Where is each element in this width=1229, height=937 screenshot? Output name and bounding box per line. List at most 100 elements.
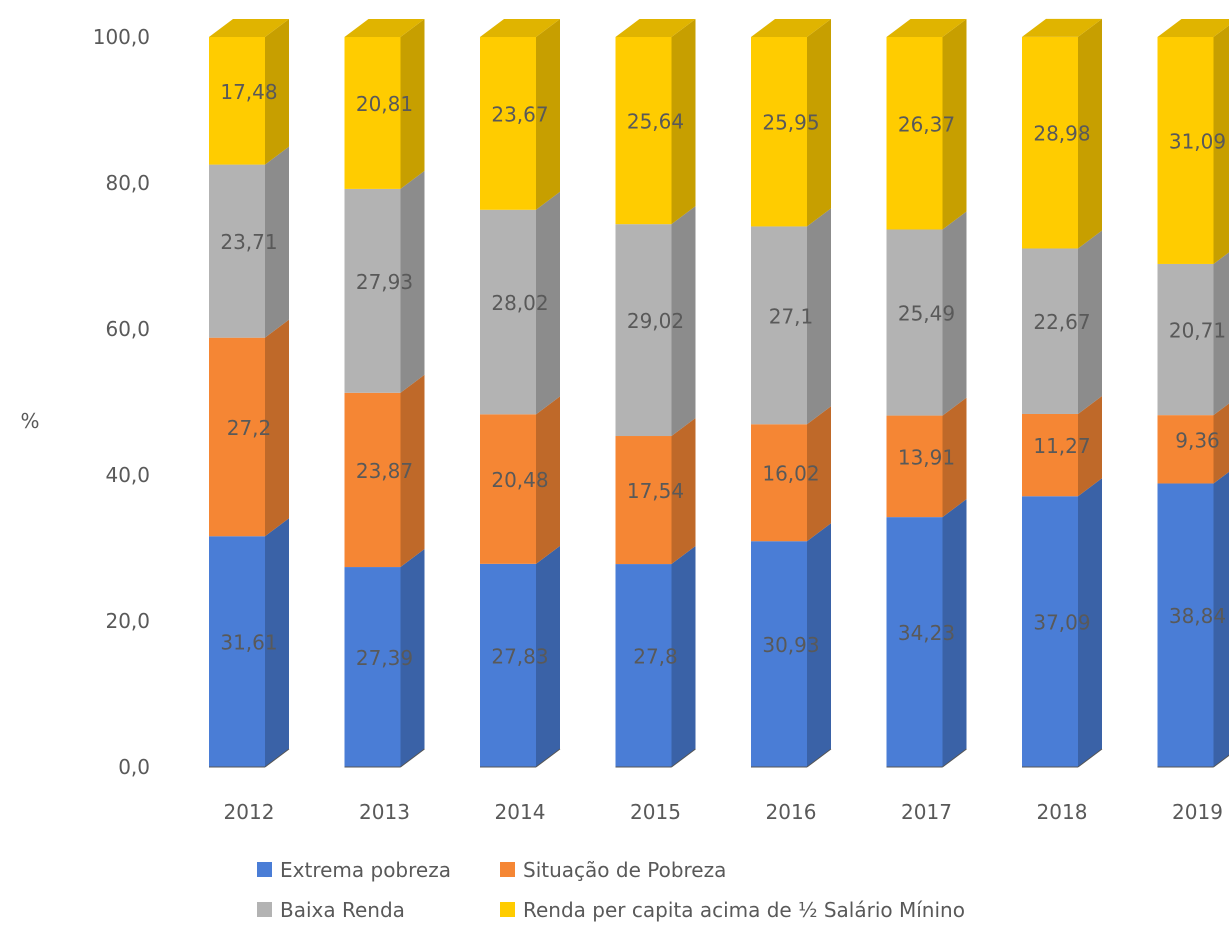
bar-side-renda-per-capita-acima-de-sal-rio-m-nino — [536, 19, 560, 210]
legend-label: Extrema pobreza — [280, 858, 451, 882]
bar-segment-situa-o-de-pobreza — [1022, 413, 1078, 497]
bar-top-face — [615, 19, 696, 37]
data-label: 30,93 — [762, 633, 819, 657]
legend-swatch — [500, 902, 515, 917]
bar-segment-renda-per-capita-acima-de-sal-rio-m-nino — [209, 37, 265, 165]
legend-item: Baixa Renda — [257, 898, 405, 922]
bar-base-edge — [535, 748, 561, 768]
bar-segment-renda-per-capita-acima-de-sal-rio-m-nino — [344, 37, 401, 189]
data-label: 31,61 — [220, 631, 277, 655]
bar-side-extrema-pobreza — [807, 523, 831, 767]
bar-side-situa-o-de-pobreza — [1213, 403, 1229, 484]
x-axis: 2012 2013 2014 2015 2016 2017 2018 2019 — [224, 800, 1223, 824]
x-tick-label: 2018 — [1037, 800, 1088, 824]
y-tick-label: 100,0 — [93, 25, 150, 49]
bar-segment-extrema-pobreza — [1022, 496, 1078, 767]
x-tick-label: 2013 — [359, 800, 410, 824]
data-label: 17,48 — [220, 80, 277, 104]
bar-side-situa-o-de-pobreza — [671, 418, 696, 565]
data-label: 20,81 — [356, 92, 413, 116]
bar-side-extrema-pobreza — [1213, 471, 1229, 767]
bar-side-baixa-renda — [807, 208, 831, 425]
bar-segment-situa-o-de-pobreza — [751, 424, 807, 542]
bar-segment-renda-per-capita-acima-de-sal-rio-m-nino — [751, 37, 807, 227]
data-label: 23,71 — [220, 230, 277, 254]
legend-swatch — [500, 862, 515, 877]
bar-segment-baixa-renda — [480, 209, 536, 415]
bar-segment-renda-per-capita-acima-de-sal-rio-m-nino — [1022, 36, 1078, 249]
bar-segment-renda-per-capita-acima-de-sal-rio-m-nino — [1157, 37, 1214, 264]
bar-top-face — [886, 19, 967, 37]
bar-side-situa-o-de-pobreza — [1078, 395, 1102, 497]
bar-base-edge — [264, 748, 290, 768]
bar-side-extrema-pobreza — [1078, 478, 1102, 767]
bar-segment-situa-o-de-pobreza — [615, 436, 672, 565]
bar-segment-renda-per-capita-acima-de-sal-rio-m-nino — [615, 37, 672, 225]
y-tick-label: 40,0 — [105, 463, 150, 487]
bar-stack-2017 — [886, 19, 967, 768]
bar-segment-extrema-pobreza — [886, 517, 943, 767]
x-tick-label: 2015 — [630, 800, 681, 824]
bar-segment-baixa-renda — [615, 224, 672, 437]
bar-segment-renda-per-capita-acima-de-sal-rio-m-nino — [480, 37, 536, 210]
y-tick-label: 60,0 — [105, 317, 150, 341]
x-tick-label: 2014 — [495, 800, 546, 824]
data-label: 37,09 — [1033, 611, 1090, 635]
bar-side-baixa-renda — [671, 206, 696, 437]
data-label: 38,84 — [1169, 604, 1226, 628]
bar-side-extrema-pobreza — [536, 545, 560, 767]
data-label: 27,39 — [356, 646, 413, 670]
bar-side-extrema-pobreza — [400, 549, 425, 767]
bar-top-face — [1157, 19, 1229, 37]
x-tick-label: 2019 — [1172, 800, 1223, 824]
bar-side-situa-o-de-pobreza — [536, 396, 560, 564]
bar-side-situa-o-de-pobreza — [400, 374, 425, 568]
data-label: 34,23 — [898, 621, 955, 645]
bar-side-baixa-renda — [400, 170, 425, 393]
bar-segment-situa-o-de-pobreza — [209, 337, 265, 537]
bar-side-baixa-renda — [1213, 252, 1229, 416]
data-label: 23,67 — [491, 102, 548, 126]
legend-item: Extrema pobreza — [257, 858, 451, 882]
data-label: 27,93 — [356, 270, 413, 294]
data-label: 27,1 — [769, 304, 814, 328]
legend-label: Renda per capita acima de ½ Salário Míni… — [523, 898, 965, 922]
bar-base-edge — [1077, 748, 1103, 768]
bar-segment-extrema-pobreza — [615, 564, 672, 767]
bar-stack-2019 — [1157, 19, 1229, 768]
data-label: 20,71 — [1169, 319, 1226, 343]
bar-top-face — [1022, 18, 1102, 37]
bar-side-renda-per-capita-acima-de-sal-rio-m-nino — [1213, 25, 1229, 264]
x-tick-label: 2012 — [224, 800, 275, 824]
data-label: 25,49 — [898, 302, 955, 326]
bar-top-face — [751, 19, 831, 37]
data-label: 28,02 — [491, 291, 548, 315]
bar-side-extrema-pobreza — [671, 546, 696, 767]
data-label: 27,2 — [227, 416, 272, 440]
bar-base-edge — [671, 748, 696, 768]
bar-side-baixa-renda — [942, 211, 967, 416]
y-tick-label: 80,0 — [105, 171, 150, 195]
data-label: 26,37 — [898, 112, 955, 136]
bar-segment-extrema-pobreza — [344, 567, 401, 767]
y-tick-label: 0,0 — [118, 755, 150, 779]
bar-segment-situa-o-de-pobreza — [344, 392, 401, 568]
bar-segment-situa-o-de-pobreza — [886, 415, 943, 518]
legend-label: Baixa Renda — [280, 898, 405, 922]
bar-side-extrema-pobreza — [265, 518, 289, 767]
bar-segment-baixa-renda — [1157, 263, 1214, 416]
bar-base-edge — [1213, 754, 1229, 768]
bar-segment-baixa-renda — [209, 164, 265, 338]
bar-side-situa-o-de-pobreza — [942, 397, 967, 518]
bars-layer — [209, 18, 1229, 768]
data-label: 16,02 — [762, 462, 819, 486]
bar-stack-2016 — [751, 19, 832, 768]
bar-side-extrema-pobreza — [942, 499, 967, 767]
bar-top-face — [344, 19, 425, 37]
y-axis-label: % — [20, 409, 39, 433]
data-label: 27,8 — [633, 645, 678, 669]
legend-item: Situação de Pobreza — [500, 858, 726, 882]
bar-stack-2018 — [1022, 18, 1103, 768]
legend-swatch — [257, 902, 272, 917]
